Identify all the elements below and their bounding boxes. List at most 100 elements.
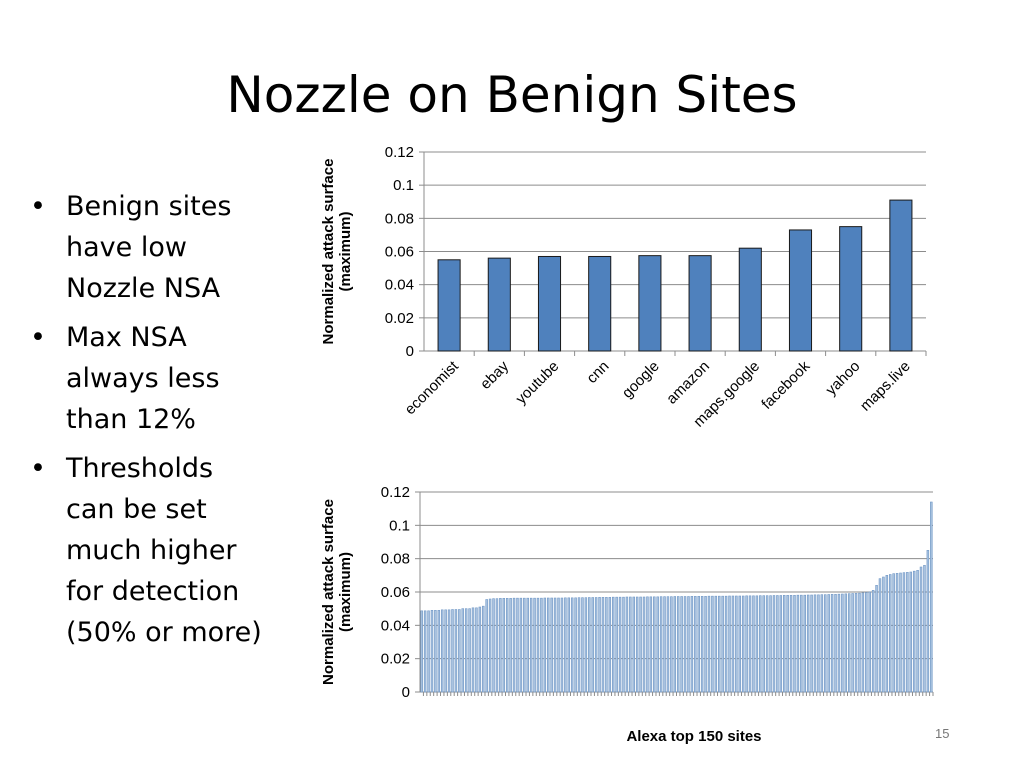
bar: [724, 595, 728, 693]
bullet-line: for detection: [66, 576, 240, 607]
bar: [806, 594, 810, 693]
bar: [451, 609, 454, 693]
y-tick-label: 0.12: [385, 144, 414, 161]
bar: [659, 596, 663, 693]
bar: [447, 609, 451, 693]
bar: [902, 572, 906, 693]
bar: [923, 565, 926, 693]
bar: [523, 597, 526, 693]
bar: [745, 595, 748, 693]
bar: [670, 596, 673, 693]
bar: [800, 594, 803, 693]
bar: [601, 597, 605, 693]
bar: [505, 598, 509, 693]
bar: [704, 596, 707, 693]
bar: [622, 596, 625, 693]
bar: [487, 257, 511, 352]
bar: [718, 595, 721, 693]
x-category-label: youtube: [513, 358, 563, 408]
bar: [861, 592, 865, 693]
page-number: 15: [935, 726, 950, 741]
bar: [930, 501, 933, 693]
bar: [700, 596, 704, 693]
bullet-line: Benign sites: [66, 191, 232, 222]
y-tick-label: 0.12: [381, 484, 410, 501]
bar: [810, 594, 813, 693]
bar: [786, 595, 789, 693]
bar: [588, 255, 612, 352]
bar: [839, 226, 863, 352]
bar: [817, 594, 820, 693]
bar: [844, 593, 848, 693]
bar: [638, 255, 662, 352]
bar: [464, 608, 468, 693]
bar: [495, 598, 499, 693]
bar: [560, 597, 564, 693]
bar: [666, 596, 670, 693]
bar: [482, 605, 485, 693]
bar: [899, 572, 902, 693]
bullet-line: always less: [66, 363, 220, 394]
bar: [851, 593, 854, 693]
bar: [919, 566, 923, 693]
x-category-label: maps.live: [857, 358, 914, 415]
bar: [649, 596, 653, 693]
x-axis-label: Alexa top 150 sites: [626, 728, 761, 745]
bullet-marker: •: [30, 453, 46, 484]
bar: [653, 596, 656, 693]
bar: [752, 595, 755, 693]
y-tick-label: 0.06: [385, 244, 414, 261]
bar: [779, 595, 783, 693]
bar: [529, 597, 533, 693]
bar: [584, 597, 588, 693]
bar: [765, 595, 769, 693]
bar: [759, 595, 762, 693]
bar: [892, 573, 895, 693]
bar: [906, 572, 909, 693]
bar: [721, 595, 724, 693]
bar: [557, 597, 560, 693]
bar: [858, 592, 861, 693]
bar: [875, 585, 878, 693]
bar: [423, 610, 427, 693]
bullet-marker: •: [30, 322, 46, 353]
site-bar-chart: Normalized attack surface(maximum) 0 0.02 0…: [320, 144, 927, 431]
bullet-line: Max NSA: [66, 322, 187, 353]
bar: [615, 596, 618, 693]
bar: [639, 596, 642, 693]
bar: [714, 595, 718, 693]
bar: [512, 597, 516, 693]
bullet-item: • Max NSA always less than 12%: [26, 317, 296, 440]
bar: [468, 608, 471, 693]
y-tick-label: 0.1: [389, 517, 410, 534]
x-category-label: facebook: [758, 357, 813, 412]
bar: [882, 576, 885, 693]
bullet-line: can be set: [66, 494, 207, 525]
bar: [697, 596, 700, 693]
bar: [741, 595, 745, 693]
bar: [642, 596, 646, 693]
bar: [519, 597, 523, 693]
bar: [663, 596, 666, 693]
bar: [676, 596, 680, 693]
bar: [458, 609, 461, 693]
bar: [820, 594, 824, 693]
bar: [789, 595, 793, 693]
bar: [871, 590, 875, 693]
bar: [803, 594, 806, 693]
bar: [574, 597, 577, 693]
bar: [673, 596, 677, 693]
bar: [776, 595, 779, 693]
bar: [782, 595, 786, 693]
x-category-label: google: [619, 358, 663, 402]
bar: [581, 597, 584, 693]
bullet-marker: •: [30, 191, 46, 222]
bar: [440, 609, 444, 693]
y-tick-label: 0.04: [381, 617, 410, 634]
bullet-line: much higher: [66, 535, 237, 566]
bar: [605, 597, 608, 693]
bar: [632, 596, 635, 693]
x-category-label: cnn: [583, 358, 612, 387]
bullet-line: Nozzle NSA: [66, 273, 221, 304]
bar: [516, 597, 519, 693]
